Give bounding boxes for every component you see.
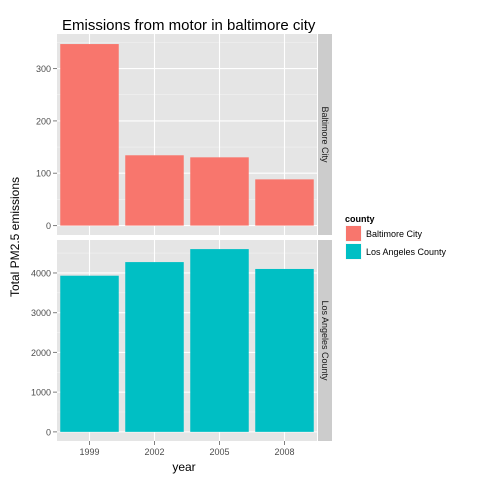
facet-strip-label: Los Angeles County <box>320 300 330 381</box>
bar-2008 <box>255 179 314 226</box>
legend-title: county <box>345 214 375 224</box>
x-tick-label: 1999 <box>79 447 99 457</box>
y-tick-label: 3000 <box>31 308 51 318</box>
bar-2008 <box>255 268 314 432</box>
y-tick-label: 4000 <box>31 268 51 278</box>
legend-key <box>346 244 361 259</box>
bar-1999 <box>60 275 119 432</box>
y-tick-label: 100 <box>36 169 51 179</box>
legend: Baltimore City Los Angeles County <box>344 224 447 261</box>
bar-2005 <box>190 249 249 432</box>
panel-2: 0 1000 2000 3000 4000 Los Angeles County <box>31 240 332 441</box>
x-axis-label: year <box>172 460 195 474</box>
y-tick-label: 2000 <box>31 348 51 358</box>
y-tick-label: 200 <box>36 116 51 126</box>
bar-1999 <box>60 44 119 226</box>
chart-title: Emissions from motor in baltimore city <box>62 17 316 34</box>
bar-2002 <box>125 262 184 432</box>
legend-key <box>346 226 361 241</box>
y-tick-label: 1000 <box>31 388 51 398</box>
y-tick-label: 300 <box>36 64 51 74</box>
y-tick-label: 0 <box>46 221 51 231</box>
x-tick-label: 2002 <box>144 447 164 457</box>
y-tick-label: 0 <box>46 427 51 437</box>
x-tick-label: 2005 <box>209 447 229 457</box>
y-axis-label: Total PM2.5 emissions <box>8 177 22 297</box>
legend-label: Baltimore City <box>366 229 423 239</box>
bar-2002 <box>125 155 184 226</box>
x-tick-label: 2008 <box>274 447 294 457</box>
facet-strip <box>318 34 332 235</box>
panel-1: 0 100 200 300 Baltimore City <box>36 34 332 235</box>
facet-strip <box>318 240 332 441</box>
bar-2005 <box>190 157 249 226</box>
facet-strip-label: Baltimore City <box>320 106 330 163</box>
legend-label: Los Angeles County <box>366 247 447 257</box>
